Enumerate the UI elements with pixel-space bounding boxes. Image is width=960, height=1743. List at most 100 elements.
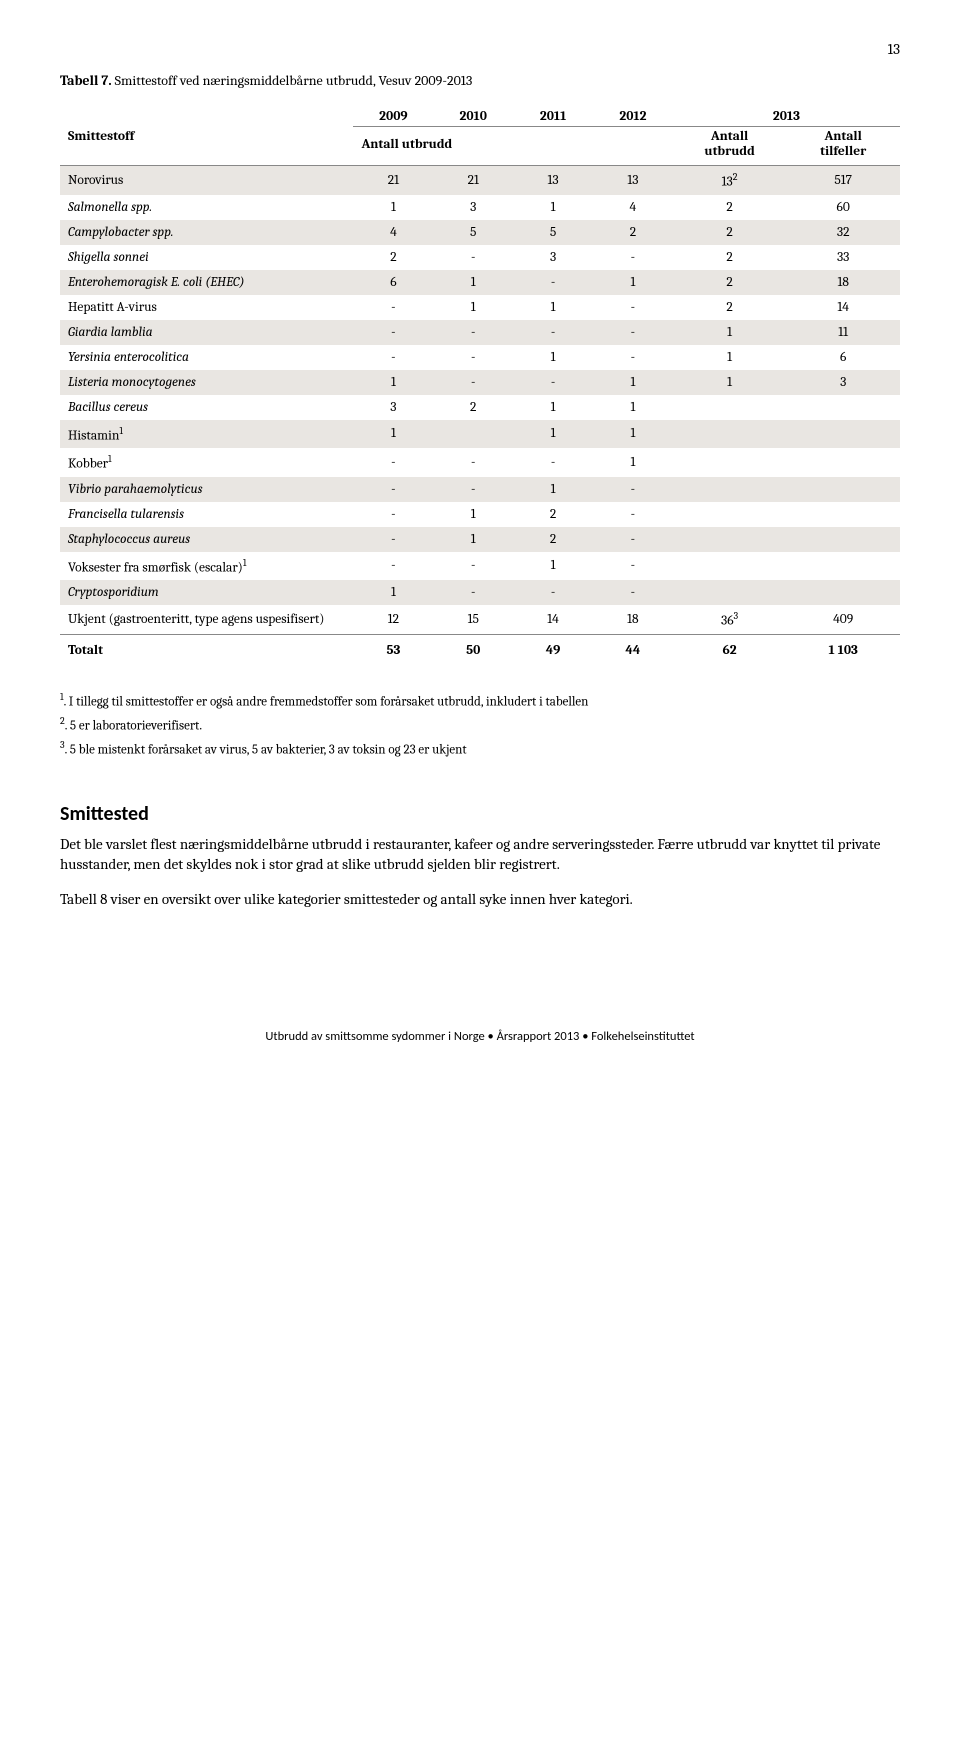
cell: 62 [673,634,787,666]
cell: 50 [433,634,513,666]
cell: 60 [786,195,900,220]
cell: - [513,580,593,605]
row-name: Listeria monocytogenes [60,370,353,395]
cell: 132 [673,166,787,195]
cell: 2 [673,195,787,220]
cell: 2 [673,270,787,295]
row-name: Histamin1 [60,420,353,449]
cell: 3 [513,245,593,270]
cell: 1 [353,420,433,449]
row-name: Vibrio parahaemolyticus [60,477,353,502]
cell: 2 [353,245,433,270]
cell: 1 [593,448,673,477]
row-name: Staphylococcus aureus [60,527,353,552]
table-row: Hepatitt A-virus-11-214 [60,295,900,320]
cell: 1 [433,270,513,295]
cell: 2 [513,502,593,527]
row-name: Campylobacter spp. [60,220,353,245]
cell: - [593,477,673,502]
cell: 1 [433,295,513,320]
cell: - [353,345,433,370]
row-name: Hepatitt A-virus [60,295,353,320]
cell: 1 [513,552,593,581]
cell: - [353,295,433,320]
cell: 1 [433,502,513,527]
cell: - [353,477,433,502]
cell: - [593,320,673,345]
cell: - [433,245,513,270]
cell [673,477,787,502]
cell: - [593,345,673,370]
page-footer: Utbrudd av smittsomme sydommer i Norge •… [60,1029,900,1044]
cell [786,420,900,449]
cell: - [593,245,673,270]
cell: 6 [786,345,900,370]
cell [786,502,900,527]
cell [786,395,900,420]
cell: - [593,502,673,527]
cell: 1 [433,527,513,552]
cell: 1 [673,320,787,345]
col-2011: 2011 [513,103,593,127]
cell [786,448,900,477]
cell [673,502,787,527]
cell [673,580,787,605]
table-row: Bacillus cereus3211 [60,395,900,420]
cell: 15 [433,605,513,634]
cell: - [433,345,513,370]
row-name: Voksester fra smørfisk (escalar)1 [60,552,353,581]
row-name: Norovirus [60,166,353,195]
table-row: Norovirus21211313132517 [60,166,900,195]
antall-tilfeller-2013: Antall tilfeller [786,127,900,166]
cell: 2 [673,295,787,320]
table-row: Giardia lamblia----111 [60,320,900,345]
cell: - [353,552,433,581]
cell: - [513,370,593,395]
page-number: 13 [60,40,900,58]
col-2010: 2010 [433,103,513,127]
cell: - [513,270,593,295]
table-row: Campylobacter spp.4552232 [60,220,900,245]
data-table: Smittestoff 2009 2010 2011 2012 2013 Ant… [60,103,900,666]
cell: - [353,448,433,477]
table-row: Kobber1---1 [60,448,900,477]
table-row: Staphylococcus aureus-12- [60,527,900,552]
label: tilfeller [820,144,866,159]
cell: 1 [513,345,593,370]
cell: 14 [786,295,900,320]
footnote: 3. 5 ble mistenkt forårsaket av virus, 5… [60,738,900,760]
antall-utbrudd-2013: Antall utbrudd [673,127,787,166]
cell: 44 [593,634,673,666]
cell: 21 [433,166,513,195]
row-name: Cryptosporidium [60,580,353,605]
cell: 3 [433,195,513,220]
cell [673,448,787,477]
cell: 1 103 [786,634,900,666]
col-smittestoff: Smittestoff [60,103,353,166]
cell [786,580,900,605]
table-caption: Tabell 7. Smittestoff ved næringsmiddelb… [60,72,900,89]
cell: 1 [353,195,433,220]
cell: 1 [513,295,593,320]
cell: 1 [593,420,673,449]
cell: 1 [593,270,673,295]
row-name: Giardia lamblia [60,320,353,345]
table-row: Francisella tularensis-12- [60,502,900,527]
cell: 1 [513,477,593,502]
cell: 1 [593,395,673,420]
cell: 6 [353,270,433,295]
cell [786,527,900,552]
cell: 5 [433,220,513,245]
cell: 2 [593,220,673,245]
cell: - [433,552,513,581]
cell: 18 [786,270,900,295]
cell [673,420,787,449]
row-name: Yersinia enterocolitica [60,345,353,370]
cell: - [353,320,433,345]
paragraph-1: Det ble varslet flest næringsmiddelbårne… [60,834,900,875]
cell: 517 [786,166,900,195]
cell: 1 [513,420,593,449]
cell [673,552,787,581]
footnote: 1. I tillegg til smittestoffer er også a… [60,690,900,712]
table-row: Cryptosporidium1--- [60,580,900,605]
